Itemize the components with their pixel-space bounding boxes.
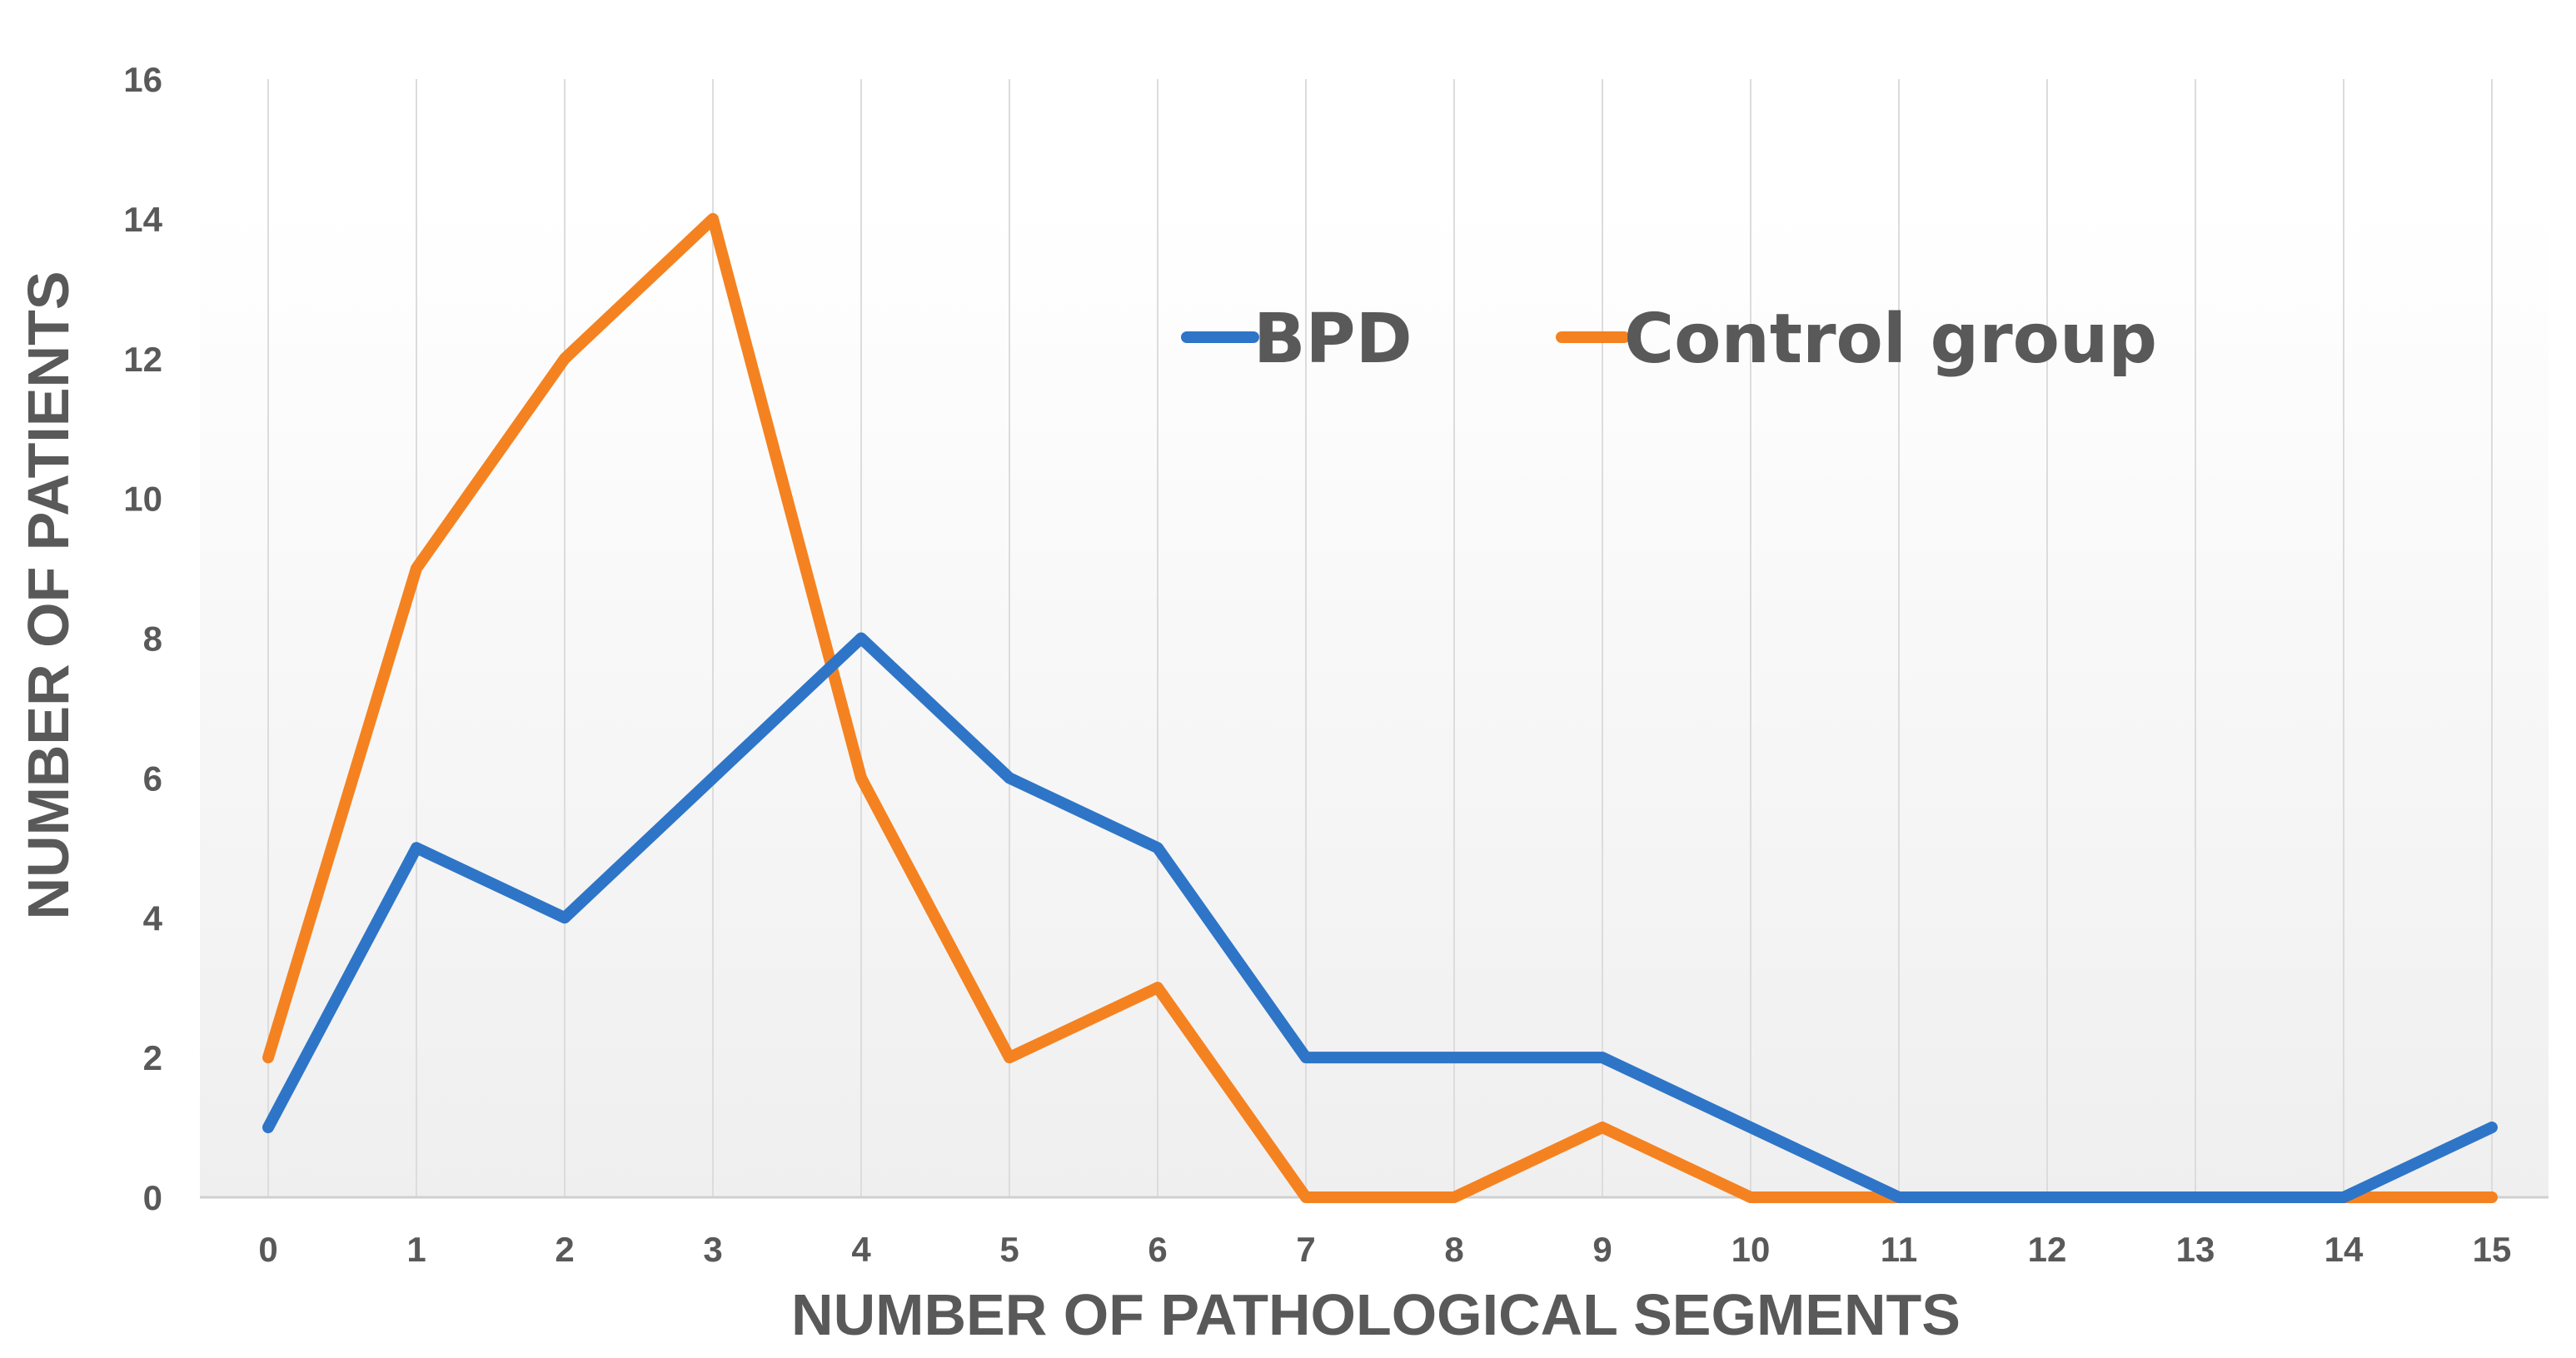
legend-label-bpd: BPD <box>1253 300 1413 379</box>
x-tick-label-10: 10 <box>1731 1230 1771 1269</box>
x-tick-label-1: 1 <box>406 1230 426 1269</box>
legend-label-control-group: Control group <box>1624 300 2157 379</box>
legend: BPD Control group <box>1181 300 2157 379</box>
series-line-bpd <box>262 632 2498 1203</box>
y-tick-label-2: 2 <box>143 1038 162 1077</box>
y-tick-label-10: 10 <box>123 480 162 519</box>
x-tick-label-9: 9 <box>1592 1230 1612 1269</box>
y-tick-label-8: 8 <box>143 619 162 659</box>
x-tick-label-12: 12 <box>2028 1230 2067 1269</box>
x-tick-label-15: 15 <box>2473 1230 2512 1269</box>
x-tick-label-0: 0 <box>258 1230 277 1269</box>
x-tick-label-11: 11 <box>1881 1230 1917 1269</box>
y-tick-label-12: 12 <box>123 340 162 379</box>
x-tick-label-3: 3 <box>703 1230 722 1269</box>
x-tick-label-4: 4 <box>851 1230 871 1269</box>
y-axis-title: NUMBER OF PATIENTS <box>16 271 81 919</box>
x-tick-label-14: 14 <box>2324 1230 2364 1269</box>
y-tick-label-4: 4 <box>143 898 163 938</box>
x-tick-label-2: 2 <box>555 1230 574 1269</box>
x-axis-ticks: 0 1 2 3 4 5 6 7 8 9 10 11 12 13 14 15 <box>258 1230 2511 1269</box>
x-tick-label-6: 6 <box>1148 1230 1167 1269</box>
x-tick-label-8: 8 <box>1444 1230 1463 1269</box>
y-tick-label-0: 0 <box>143 1178 162 1217</box>
plot-area <box>200 204 2549 1197</box>
y-tick-label-6: 6 <box>143 759 162 798</box>
y-tick-label-16: 16 <box>123 60 162 99</box>
y-axis-ticks: 0 2 4 6 8 10 12 14 16 <box>123 60 162 1217</box>
series-layer <box>262 212 2498 1203</box>
x-tick-label-5: 5 <box>999 1230 1019 1269</box>
x-tick-label-7: 7 <box>1296 1230 1315 1269</box>
grid-lines <box>267 79 2493 1197</box>
x-axis-title: NUMBER OF PATHOLOGICAL SEGMENTS <box>791 1282 1961 1347</box>
x-tick-label-13: 13 <box>2176 1230 2215 1269</box>
y-tick-label-14: 14 <box>123 200 162 239</box>
